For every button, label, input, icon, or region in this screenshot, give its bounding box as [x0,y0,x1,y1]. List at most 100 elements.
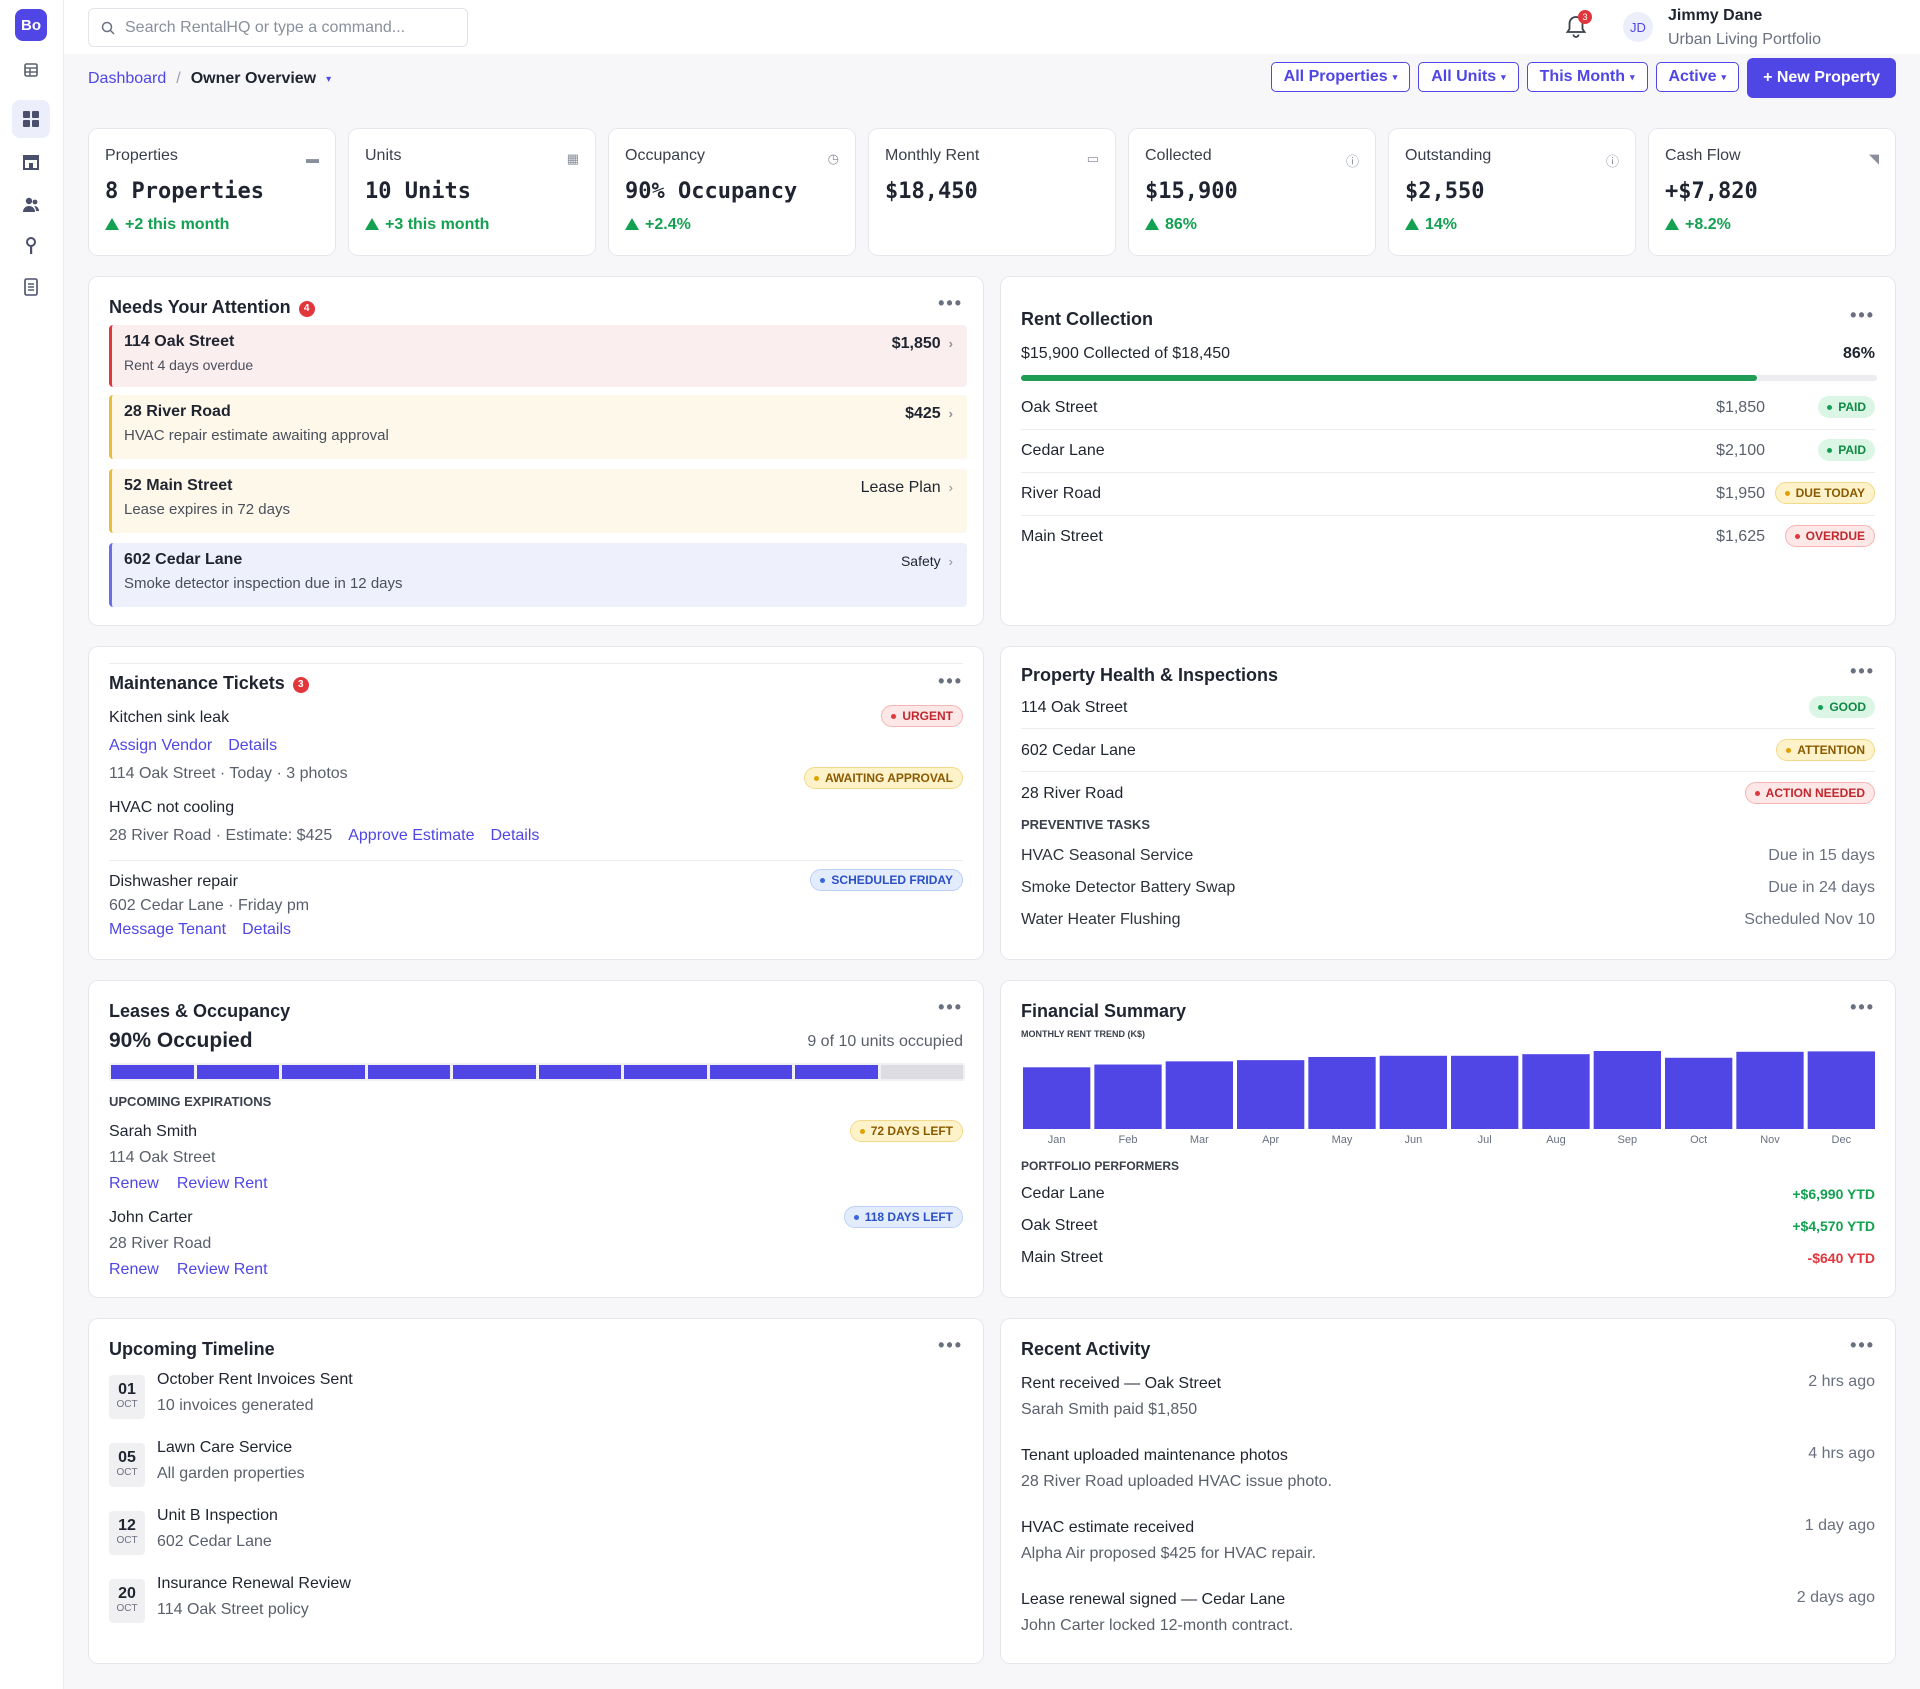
chart-bar[interactable] [1379,1055,1447,1129]
status-badge-text: ACTION NEEDED [1765,786,1865,800]
event-title: Unit B Inspection [157,1507,278,1524]
chart-bar[interactable] [1451,1055,1519,1129]
app-logo[interactable]: Bo [15,9,47,41]
approve-estimate-link[interactable]: Approve Estimate [348,827,475,844]
more-icon[interactable]: ••• [1850,305,1875,325]
timeline-card: Upcoming Timeline ••• 01 OCT October Ren… [88,1318,984,1664]
status-badge-text: AWAITING APPROVAL [824,771,953,785]
event-sub: 10 invoices generated [157,1397,314,1414]
kpi-card-collected[interactable]: Collected ⓘ $15,900 86% [1128,128,1376,256]
attention-item[interactable]: 52 Main Street Lease expires in 72 days … [109,469,967,533]
avatar[interactable]: JD [1623,12,1653,42]
attention-item-title: 28 River Road [124,403,231,420]
kpi-label: Collected [1145,147,1212,164]
breadcrumb-current[interactable]: Owner Overview [190,70,317,87]
chart-bar[interactable] [1522,1054,1590,1129]
chart-x-tick-label: May [1332,1134,1353,1146]
new-property-button[interactable]: + New Property [1747,58,1896,98]
health-property-name: 602 Cedar Lane [1021,742,1136,759]
status-badge: SCHEDULED FRIDAY [810,869,963,891]
chart-bar[interactable] [1807,1051,1875,1129]
chart-bar[interactable] [1023,1067,1091,1129]
kpi-card-outstanding[interactable]: Outstanding ⓘ $2,550 14% [1388,128,1636,256]
filter-status[interactable]: Active ▾ [1655,62,1740,92]
kpi-value: 10 Units [365,179,471,204]
activity-item-sub: 28 River Road uploaded HVAC issue photo. [1021,1473,1332,1490]
attention-item-title: 114 Oak Street [124,333,235,350]
status-badge: PAID [1818,396,1875,418]
kpi-card-occupancy[interactable]: Occupancy ◷ 90% Occupancy +2.4% [608,128,856,256]
activity-card: Recent Activity ••• Rent received — Oak … [1000,1318,1896,1664]
status-badge: AWAITING APPROVAL [803,767,963,789]
activity-item-time: 4 hrs ago [1808,1445,1875,1462]
date-month: OCT [116,1399,138,1410]
ticket-meta: 602 Cedar Lane · Friday pm [109,897,310,914]
more-icon[interactable]: ••• [938,671,963,691]
chart-bar[interactable] [1308,1056,1376,1129]
filter-status-label: Active [1668,68,1717,85]
more-icon[interactable]: ••• [938,293,963,313]
occupied-headline: 90% Occupied [109,1029,253,1052]
attention-item-right: $1,850 › [892,335,953,353]
wrench-icon[interactable] [12,227,50,265]
kpi-card-properties[interactable]: Properties ▬ 8 Properties +2 this month [88,128,336,256]
occupancy-segment [795,1065,878,1079]
chart-bar[interactable] [1593,1051,1661,1129]
attention-item[interactable]: 114 Oak Street Rent 4 days overdue $1,85… [109,325,967,387]
timeline-title: Upcoming Timeline [109,1339,275,1359]
details-link[interactable]: Details [228,737,278,754]
kpi-card-monthly-rent[interactable]: Monthly Rent ▭ $18,450 [868,128,1116,256]
details-link[interactable]: Details [242,921,292,938]
chart-bar[interactable] [1736,1051,1804,1129]
ticket-title: Dishwasher repair [109,873,238,890]
kpi-card-cash-flow[interactable]: Cash Flow ◥ +$7,820 +8.2% [1648,128,1896,256]
chart-bar[interactable] [1094,1064,1162,1129]
more-icon[interactable]: ••• [938,997,963,1017]
breadcrumb-dashboard-link[interactable]: Dashboard [88,70,167,87]
attention-item[interactable]: 28 River Road HVAC repair estimate await… [109,395,967,459]
rent-row-amount: $1,950 [1716,485,1765,502]
status-badge-text: PAID [1838,443,1866,457]
chart-bar[interactable] [1665,1057,1733,1129]
event-sub: All garden properties [157,1465,305,1482]
occupancy-segment [880,1065,963,1079]
filter-period[interactable]: This Month ▾ [1526,62,1648,92]
filter-units[interactable]: All Units ▾ [1418,62,1519,92]
user-name[interactable]: Jimmy Dane [1668,7,1763,24]
message-tenant-link[interactable]: Message Tenant [109,921,227,938]
renew-link[interactable]: Renew [109,1261,159,1278]
renew-link[interactable]: Renew [109,1175,159,1192]
dashboard-icon[interactable] [12,100,50,138]
assign-vendor-link[interactable]: Assign Vendor [109,737,213,754]
users-icon[interactable] [12,186,50,224]
task-when: Due in 24 days [1768,879,1875,896]
tenant-name: John Carter [109,1209,193,1226]
chevron-down-icon[interactable]: ▾ [326,73,332,85]
chart-bar[interactable] [1237,1060,1305,1129]
more-icon[interactable]: ••• [1850,661,1875,681]
more-icon[interactable]: ••• [1850,997,1875,1017]
info-icon: ⓘ [1345,154,1359,169]
rent-progress-track [1021,375,1877,381]
store-icon[interactable] [12,143,50,181]
chart-bar[interactable] [1165,1061,1233,1129]
attention-item[interactable]: 602 Cedar Lane Smoke detector inspection… [109,543,967,607]
kpi-card-units[interactable]: Units ▦ 10 Units +3 this month [348,128,596,256]
review-rent-link[interactable]: Review Rent [176,1261,268,1278]
more-icon[interactable]: ••• [1850,1335,1875,1355]
rent-row-amount: $2,100 [1716,442,1765,459]
date-day: 20 [118,1585,136,1602]
document-icon[interactable] [12,268,50,306]
performer-name: Oak Street [1021,1217,1098,1234]
ticket-meta: 28 River Road · Estimate: $425 [109,827,333,844]
table-icon[interactable] [12,51,50,89]
filter-properties[interactable]: All Properties ▾ [1270,62,1411,92]
notification-count-badge: 3 [1578,10,1592,24]
activity-item-sub: John Carter locked 12-month contract. [1021,1617,1294,1634]
review-rent-link[interactable]: Review Rent [176,1175,268,1192]
search-input[interactable]: Search RentalHQ or type a command... [88,8,468,47]
status-badge-text: ATTENTION [1797,743,1865,757]
details-link[interactable]: Details [490,827,540,844]
more-icon[interactable]: ••• [938,1335,963,1355]
status-badge: ATTENTION [1776,739,1875,761]
